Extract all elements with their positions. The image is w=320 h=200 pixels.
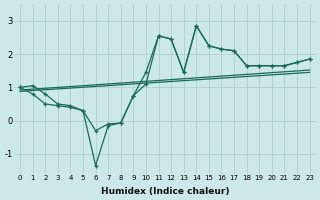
X-axis label: Humidex (Indice chaleur): Humidex (Indice chaleur) — [100, 187, 229, 196]
